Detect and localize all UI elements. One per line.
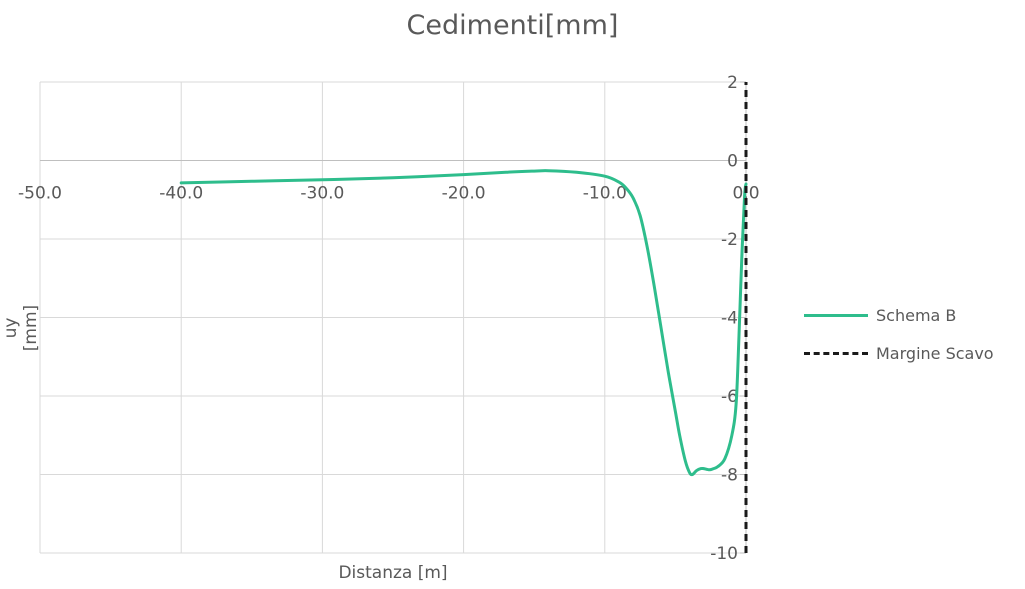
y-tick-label: 2: [727, 73, 738, 93]
y-tick-label: 0: [727, 152, 738, 172]
chart-title: Cedimenti[mm]: [406, 10, 619, 41]
x-tick-label: -40.0: [159, 184, 203, 204]
legend-label-margine-scavo: Margine Scavo: [876, 343, 994, 363]
x-tick-label: -20.0: [442, 184, 486, 204]
x-tick-label: -10.0: [583, 184, 627, 204]
x-tick-label: -50.0: [18, 184, 62, 204]
y-tick-label: -6: [721, 387, 738, 407]
legend-swatch-margine-scavo: [804, 351, 868, 355]
y-tick-label: -10: [710, 544, 738, 564]
grid: [39, 81, 747, 554]
tick-labels: -50.0 -40.0 -30.0 -20.0 -10.0 0.020-2-4-6-8-1…: [18, 73, 760, 564]
series-line-schema-b: [179, 169, 748, 477]
x-tick-label: -30.0: [300, 184, 344, 204]
legend: Schema B Margine Scavo: [804, 303, 994, 379]
legend-item-margine-scavo: Margine Scavo: [804, 341, 994, 365]
x-axis-label: Distanza [m]: [338, 563, 448, 583]
legend-label-schema-b: Schema B: [876, 305, 957, 325]
y-tick-label: -8: [721, 466, 738, 486]
series: [179, 82, 748, 553]
y-axis-label: uy [mm]: [1, 304, 41, 352]
y-tick-label: -4: [721, 309, 738, 329]
y-tick-label: -2: [721, 230, 738, 250]
legend-item-schema-b: Schema B: [804, 303, 994, 327]
legend-swatch-schema-b: [804, 313, 868, 317]
